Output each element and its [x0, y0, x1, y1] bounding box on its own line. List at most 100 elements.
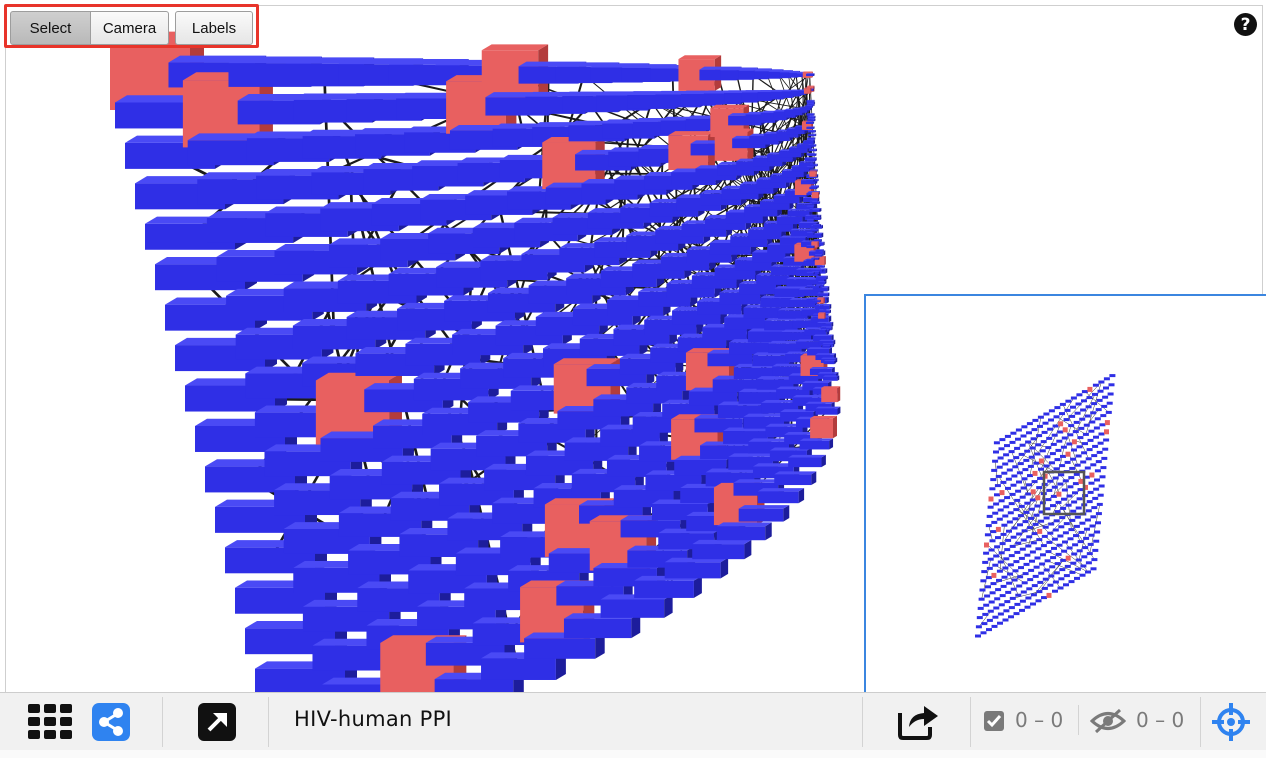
- network-node-highlighted[interactable]: [811, 241, 819, 248]
- network-node[interactable]: [817, 292, 830, 297]
- network-node-highlighted[interactable]: [811, 191, 820, 199]
- minimap-node: [1005, 590, 1012, 594]
- minimap-node: [985, 576, 992, 580]
- network-node[interactable]: [774, 471, 817, 486]
- network-node-highlighted[interactable]: [803, 87, 812, 94]
- network-node[interactable]: [806, 73, 815, 77]
- network-node[interactable]: [804, 105, 813, 109]
- network-node[interactable]: [810, 228, 819, 232]
- minimap-edge: [1025, 490, 1034, 522]
- network-node[interactable]: [808, 153, 817, 156]
- export-icon[interactable]: [896, 701, 942, 741]
- network-node[interactable]: [816, 321, 834, 328]
- minimap-node: [1013, 508, 1020, 512]
- select-mode-button[interactable]: Select: [10, 11, 91, 45]
- network-node[interactable]: [814, 304, 832, 310]
- network-node[interactable]: [806, 232, 815, 235]
- minimap-node: [1081, 390, 1088, 394]
- network-node[interactable]: [812, 208, 821, 212]
- network-node[interactable]: [788, 454, 826, 468]
- network-node[interactable]: [807, 118, 816, 122]
- minimap-node: [1094, 530, 1101, 534]
- minimap-node: [1049, 452, 1056, 456]
- network-node[interactable]: [806, 205, 815, 209]
- network-node[interactable]: [815, 249, 824, 252]
- network-node[interactable]: [806, 271, 815, 275]
- network-node[interactable]: [809, 163, 818, 167]
- network-node[interactable]: [822, 345, 831, 348]
- camera-mode-button[interactable]: Camera: [91, 11, 169, 45]
- network-node[interactable]: [815, 269, 824, 272]
- network-node[interactable]: [738, 505, 790, 522]
- network-node[interactable]: [807, 129, 816, 133]
- network-node[interactable]: [806, 139, 815, 143]
- network-nodes[interactable]: [110, 31, 841, 692]
- network-node[interactable]: [806, 166, 815, 169]
- network-node[interactable]: [812, 299, 821, 303]
- network-node[interactable]: [806, 245, 815, 249]
- network-node[interactable]: [812, 223, 822, 227]
- network-node[interactable]: [807, 115, 816, 119]
- share-icon[interactable]: [92, 703, 130, 741]
- network-node[interactable]: [811, 201, 821, 204]
- network-node[interactable]: [818, 329, 827, 332]
- network-3d-viewport[interactable]: Select Camera Labels ?: [0, 0, 1266, 692]
- open-external-icon[interactable]: [198, 703, 236, 741]
- network-node[interactable]: [806, 179, 815, 182]
- minimap-node: [1069, 466, 1076, 470]
- network-node[interactable]: [664, 557, 729, 579]
- network-node[interactable]: [799, 438, 834, 450]
- network-node[interactable]: [812, 285, 821, 289]
- network-node[interactable]: [818, 309, 832, 314]
- minimap-node: [996, 465, 1003, 469]
- network-node[interactable]: [813, 334, 834, 342]
- network-node[interactable]: [806, 126, 815, 129]
- network-node[interactable]: [823, 360, 836, 365]
- network-node[interactable]: [811, 271, 820, 275]
- network-node[interactable]: [716, 522, 772, 541]
- network-node[interactable]: [813, 238, 822, 242]
- help-icon[interactable]: ?: [1234, 13, 1257, 36]
- network-3d-scene[interactable]: [0, 0, 1266, 692]
- network-node[interactable]: [811, 257, 820, 260]
- network-node[interactable]: [808, 148, 818, 152]
- minimap-node: [1092, 444, 1099, 448]
- network-node[interactable]: [807, 137, 816, 140]
- network-node-highlighted[interactable]: [821, 386, 841, 403]
- network-node[interactable]: [806, 113, 815, 116]
- network-node[interactable]: [808, 158, 817, 161]
- network-node[interactable]: [692, 539, 752, 560]
- network-node[interactable]: [634, 575, 702, 598]
- network-node-highlighted[interactable]: [810, 415, 837, 439]
- network-node[interactable]: [815, 406, 841, 415]
- minimap-node: [999, 594, 1006, 598]
- network-node[interactable]: [815, 275, 828, 280]
- crosshair-icon[interactable]: [1210, 701, 1252, 743]
- network-node[interactable]: [820, 326, 833, 331]
- network-node[interactable]: [810, 214, 819, 218]
- network-node[interactable]: [806, 103, 815, 107]
- network-node[interactable]: [808, 133, 817, 137]
- network-node[interactable]: [809, 186, 818, 190]
- network-node[interactable]: [600, 594, 673, 618]
- network-node[interactable]: [808, 144, 817, 147]
- overview-minimap[interactable]: [864, 294, 1266, 692]
- network-node[interactable]: [806, 218, 815, 222]
- network-node[interactable]: [813, 217, 822, 220]
- minimap-node: [1029, 446, 1036, 450]
- minimap-edge: [1012, 539, 1040, 547]
- network-node[interactable]: [817, 281, 827, 284]
- network-node[interactable]: [814, 254, 823, 257]
- labels-toggle-button[interactable]: Labels: [175, 11, 253, 45]
- network-node[interactable]: [816, 265, 825, 268]
- network-node[interactable]: [805, 121, 815, 124]
- network-node[interactable]: [757, 488, 805, 504]
- network-node-highlighted[interactable]: [818, 312, 826, 319]
- network-node[interactable]: [814, 233, 823, 236]
- minimap-node: [1099, 475, 1106, 479]
- grid-icon[interactable]: [26, 702, 74, 742]
- network-node[interactable]: [822, 375, 840, 381]
- network-node[interactable]: [806, 258, 815, 262]
- minimap-node: [998, 603, 1005, 607]
- network-node-highlighted[interactable]: [809, 170, 817, 177]
